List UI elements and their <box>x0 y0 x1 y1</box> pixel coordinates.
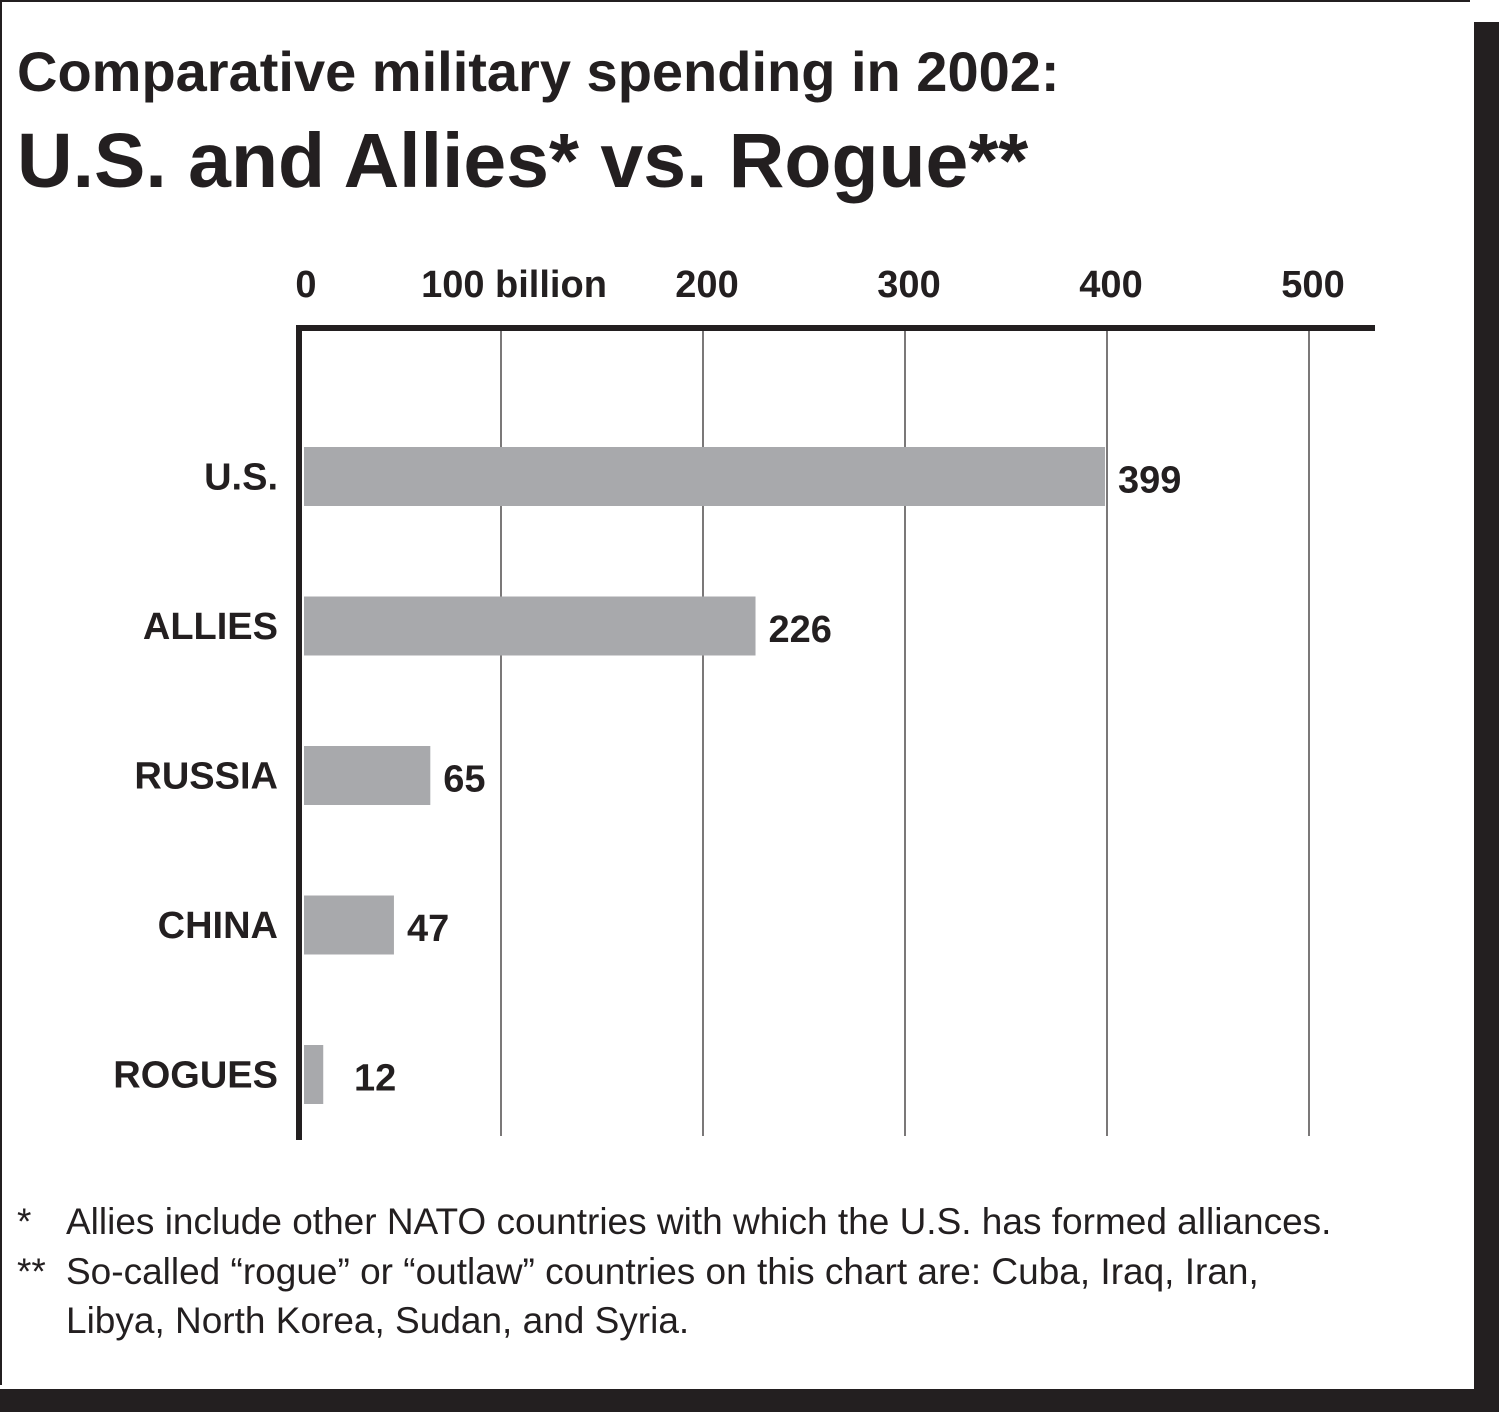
category-label: ALLIES <box>143 606 278 648</box>
value-label: 399 <box>1118 460 1181 502</box>
category-label: ROGUES <box>113 1055 278 1097</box>
category-label: U.S. <box>204 457 278 499</box>
bar <box>304 895 394 955</box>
x-tick-label: 400 <box>1079 264 1142 306</box>
chart-frame <box>0 0 1470 1385</box>
frame-shadow-right <box>1474 22 1499 1412</box>
x-tick-label: 300 <box>877 264 940 306</box>
value-label: 12 <box>354 1058 396 1100</box>
bar <box>304 596 756 656</box>
footnote-line: So-called “rogue” or “outlaw” countries … <box>66 1251 1259 1292</box>
category-label: CHINA <box>158 905 278 947</box>
chart-subtitle: U.S. and Allies* vs. Rogue** <box>17 118 1029 204</box>
footnote-mark: ** <box>17 1251 46 1292</box>
frame-shadow-bottom <box>0 1389 1499 1412</box>
bar <box>304 746 431 805</box>
bar <box>304 1045 324 1104</box>
footnote-line: Libya, North Korea, Sudan, and Syria. <box>66 1300 690 1341</box>
footnote-line: Allies include other NATO countries with… <box>66 1201 1332 1242</box>
x-tick-label: 0 <box>295 264 316 306</box>
x-tick-label: 500 <box>1281 264 1344 306</box>
bar <box>304 447 1105 506</box>
value-label: 65 <box>443 759 485 801</box>
chart-title: Comparative military spending in 2002: <box>17 40 1060 103</box>
value-label: 47 <box>407 908 449 950</box>
value-label: 226 <box>769 609 832 651</box>
footnote-mark: * <box>17 1201 32 1242</box>
x-tick-label: 100 billion <box>421 264 607 306</box>
category-label: RUSSIA <box>134 756 278 798</box>
x-tick-label: 200 <box>675 264 738 306</box>
